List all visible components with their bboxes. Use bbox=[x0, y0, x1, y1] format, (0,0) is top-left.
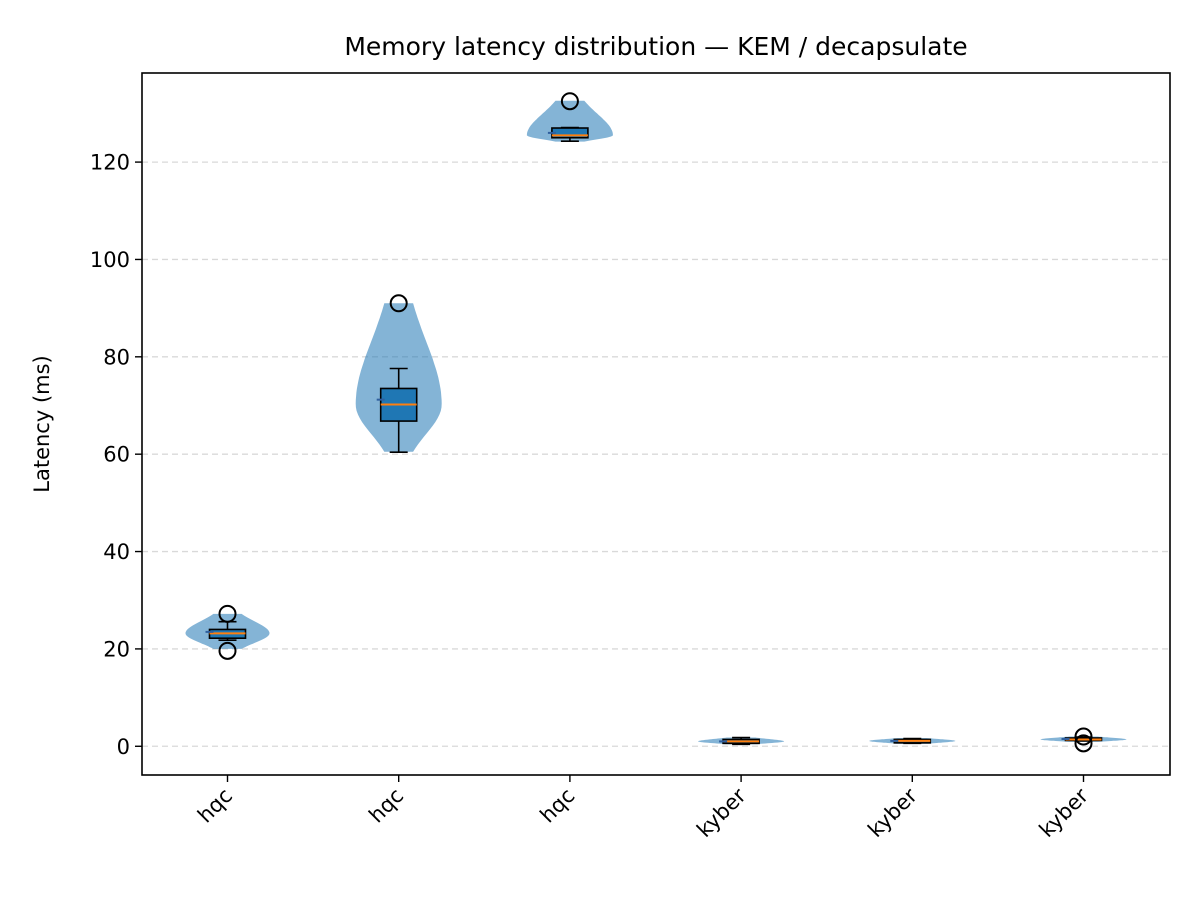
y-tick-label: 0 bbox=[117, 735, 130, 759]
y-axis-label: Latency (ms) bbox=[30, 355, 54, 492]
box-layer bbox=[205, 92, 1103, 753]
outlier-point bbox=[389, 294, 408, 313]
plot-frame bbox=[141, 72, 1171, 776]
y-tick-label: 20 bbox=[103, 637, 130, 661]
y-tick-label: 40 bbox=[103, 540, 130, 564]
outlier-point bbox=[1074, 734, 1093, 753]
violin-3 bbox=[526, 100, 613, 142]
chart-title: Memory latency distribution — KEM / deca… bbox=[344, 32, 967, 61]
outlier-point bbox=[218, 604, 237, 623]
y-tick-label: 100 bbox=[90, 248, 130, 272]
outlier-point bbox=[1074, 727, 1093, 746]
y-tick-label: 120 bbox=[90, 151, 130, 175]
y-tick-label: 60 bbox=[103, 443, 130, 467]
outlier-point bbox=[218, 641, 237, 660]
y-axis-ticks: 0 20 40 60 80 100 120 bbox=[90, 151, 142, 759]
grid-layer bbox=[142, 161, 1170, 747]
y-tick-label: 80 bbox=[103, 345, 130, 369]
outlier-point bbox=[560, 92, 579, 111]
